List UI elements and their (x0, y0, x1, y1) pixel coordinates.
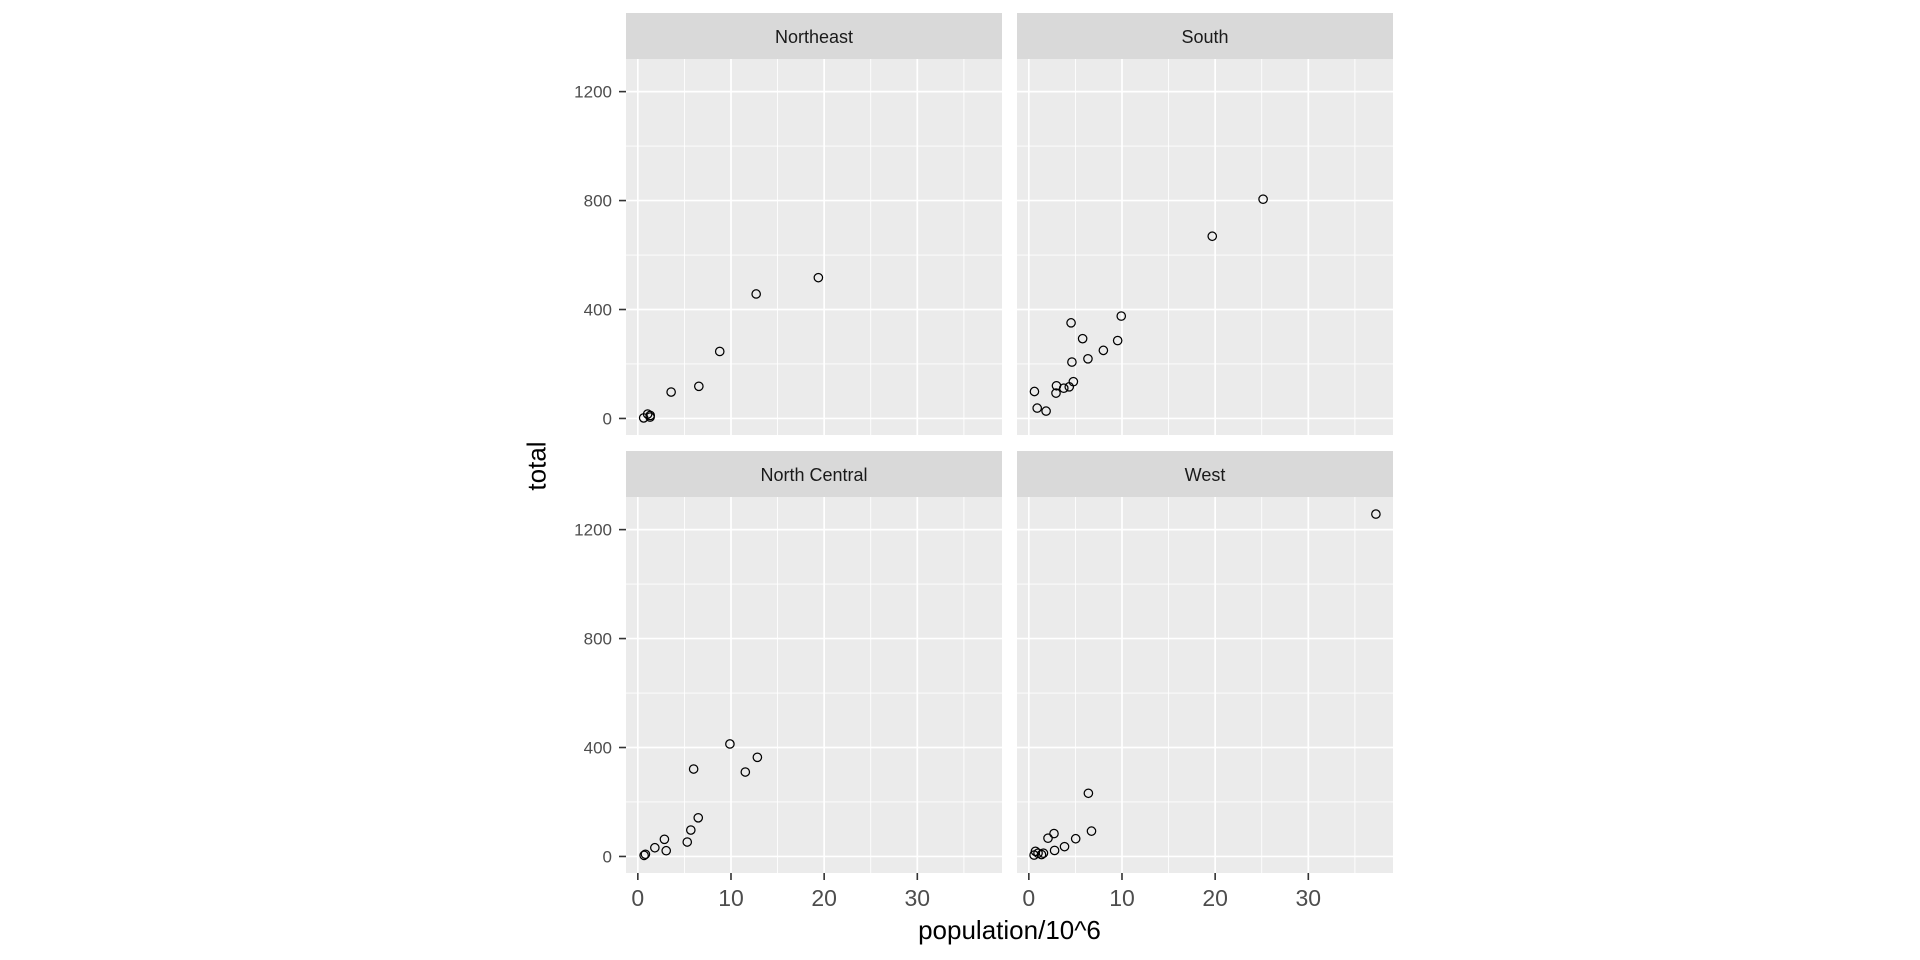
data-point (1067, 357, 1077, 367)
data-point (752, 752, 763, 763)
y-tick-label: 800 (584, 192, 612, 211)
data-point (659, 834, 670, 845)
x-tick-label: 10 (1109, 885, 1135, 911)
data-point (813, 272, 824, 283)
data-point (725, 739, 735, 749)
facet-strip (1017, 451, 1393, 497)
data-point (694, 381, 704, 392)
x-tick-label: 20 (1202, 885, 1228, 911)
data-point (1258, 194, 1268, 205)
data-point (1049, 845, 1060, 856)
x-tick-label: 0 (631, 885, 644, 911)
y-tick-label: 0 (603, 409, 612, 428)
facet-strip (626, 451, 1002, 497)
y-tick-label: 400 (584, 301, 612, 320)
x-tick-label: 0 (1022, 885, 1035, 911)
data-point (1371, 509, 1381, 519)
data-point (1038, 848, 1049, 859)
data-point (638, 413, 649, 423)
data-point (1041, 406, 1051, 416)
data-point (1059, 841, 1070, 852)
data-point (1077, 333, 1088, 344)
data-point (1049, 828, 1059, 839)
x-tick-label: 30 (905, 885, 931, 911)
facet-panel: South (1017, 13, 1393, 435)
y-tick-label: 400 (584, 739, 612, 758)
data-point (1086, 826, 1097, 836)
data-point (666, 387, 676, 397)
facet-strip-label: West (1185, 465, 1226, 485)
data-point (1207, 231, 1218, 242)
data-point (1058, 383, 1069, 394)
data-point (1112, 335, 1123, 346)
panel-background (626, 497, 1002, 873)
data-point (1032, 403, 1043, 413)
data-point (1066, 318, 1076, 328)
data-point (682, 837, 693, 847)
data-point (714, 346, 725, 357)
facet-strip-label: South (1181, 27, 1228, 47)
panel-background (1017, 59, 1393, 435)
data-point (1098, 345, 1109, 356)
x-axis-title: population/10^6 (918, 915, 1101, 945)
facet-strip-label: North Central (760, 465, 867, 485)
x-tick-label: 30 (1296, 885, 1322, 911)
data-point (1029, 850, 1039, 860)
data-point (751, 289, 761, 299)
facet-strip-label: Northeast (775, 27, 853, 47)
data-point (639, 850, 649, 861)
data-point (693, 812, 704, 823)
y-tick-label: 800 (584, 630, 612, 649)
panel-background (626, 59, 1002, 435)
data-point (1043, 833, 1053, 844)
data-point (1083, 353, 1093, 364)
data-point (1083, 788, 1094, 799)
y-tick-label: 1200 (574, 83, 612, 102)
data-point (645, 412, 655, 422)
y-axis-title: total (521, 441, 552, 491)
data-point (685, 825, 696, 835)
data-point (1051, 388, 1061, 398)
y-tick-label: 1200 (574, 521, 612, 540)
data-point (1029, 386, 1040, 397)
facet-panel: North Central 0 400 800 1200 0 10 20 30 (574, 451, 1002, 911)
data-point (688, 764, 699, 774)
facet-strip (1017, 13, 1393, 59)
x-tick-label: 20 (811, 885, 837, 911)
facet-panel: West 0 10 20 30 (1017, 451, 1393, 911)
data-point (1070, 833, 1081, 844)
y-tick-label: 0 (603, 847, 612, 866)
data-point (661, 845, 672, 856)
data-point (740, 767, 751, 777)
data-point (1064, 382, 1075, 392)
x-tick-label: 10 (718, 885, 744, 911)
facet-strip (626, 13, 1002, 59)
facet-panel: Northeast 0 400 800 1200 (574, 13, 1002, 435)
data-point (650, 842, 660, 853)
panel-background (1017, 497, 1393, 873)
data-point (640, 849, 651, 860)
data-point (1116, 311, 1127, 321)
